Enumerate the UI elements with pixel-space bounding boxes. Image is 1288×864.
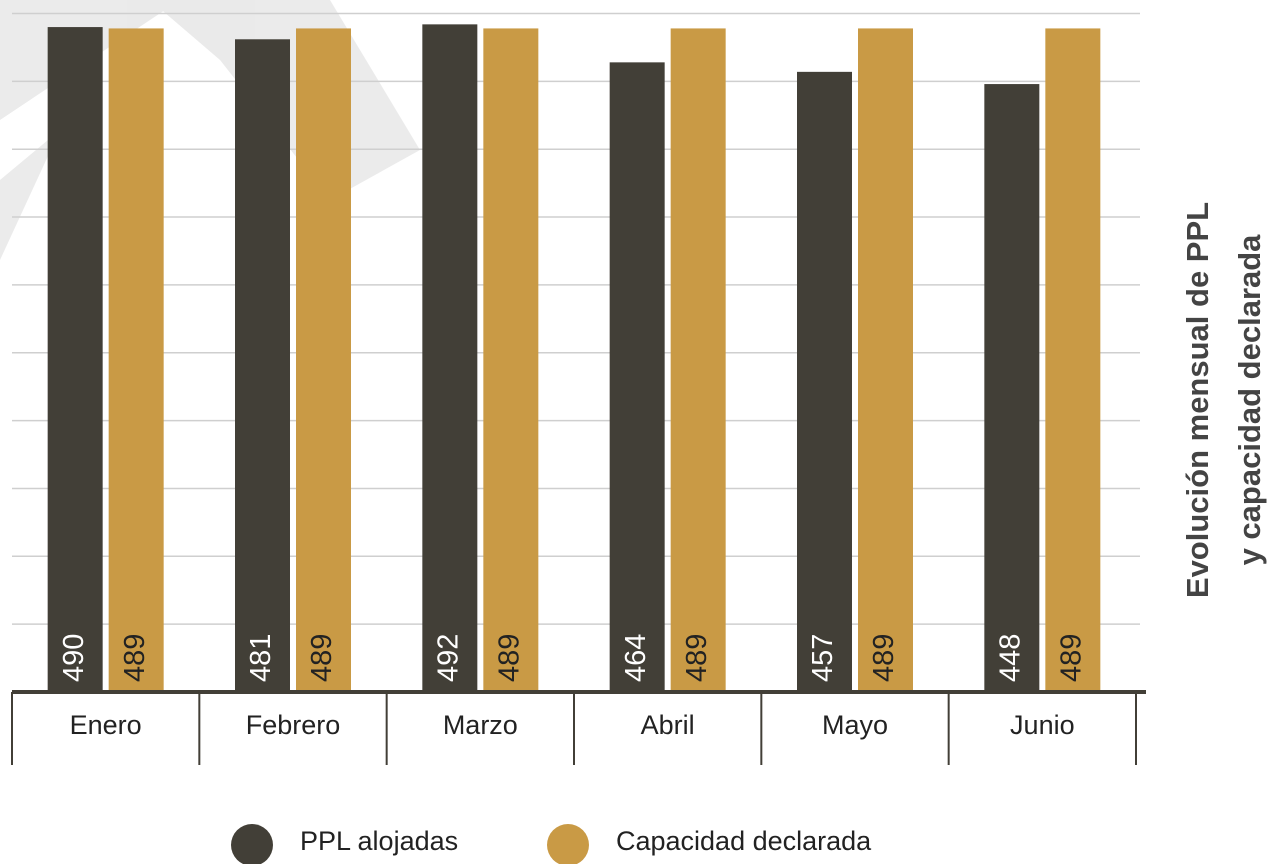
- bar: [108, 28, 164, 692]
- value-label: 492: [432, 634, 464, 682]
- value-label: 489: [119, 634, 151, 682]
- value-label: 489: [681, 634, 713, 682]
- x-tick-label: Enero: [70, 710, 142, 740]
- x-tick-label: Junio: [1010, 710, 1075, 740]
- legend-label: Capacidad declarada: [616, 826, 872, 856]
- value-label: 489: [493, 634, 525, 682]
- bar: [797, 71, 852, 692]
- x-tick-label: Abril: [641, 710, 695, 740]
- value-label: 448: [994, 634, 1026, 682]
- value-label: 489: [1055, 634, 1087, 682]
- bar: [1045, 28, 1101, 692]
- legend-label: PPL alojadas: [300, 826, 458, 856]
- value-label: 481: [245, 634, 277, 682]
- x-tick-label: Mayo: [822, 710, 888, 740]
- bar: [296, 28, 351, 692]
- bar: [483, 28, 539, 692]
- x-tick-label: Febrero: [246, 710, 341, 740]
- bar: [235, 39, 290, 692]
- value-label: 464: [620, 634, 652, 682]
- chart-title: y capacidad declarada: [1232, 234, 1267, 566]
- bar: [422, 24, 478, 692]
- bar: [984, 84, 1040, 692]
- value-label: 457: [807, 634, 839, 682]
- bar: [670, 28, 726, 692]
- bar: [609, 62, 665, 693]
- value-label: 489: [306, 634, 338, 682]
- legend-swatch: [547, 824, 589, 864]
- chart-title: Evolución mensual de PPL: [1180, 202, 1215, 598]
- bar: [858, 28, 913, 692]
- legend-swatch: [231, 824, 273, 864]
- value-label: 490: [58, 634, 90, 682]
- bar: [47, 27, 103, 692]
- x-tick-label: Marzo: [443, 710, 518, 740]
- value-label: 489: [868, 634, 900, 682]
